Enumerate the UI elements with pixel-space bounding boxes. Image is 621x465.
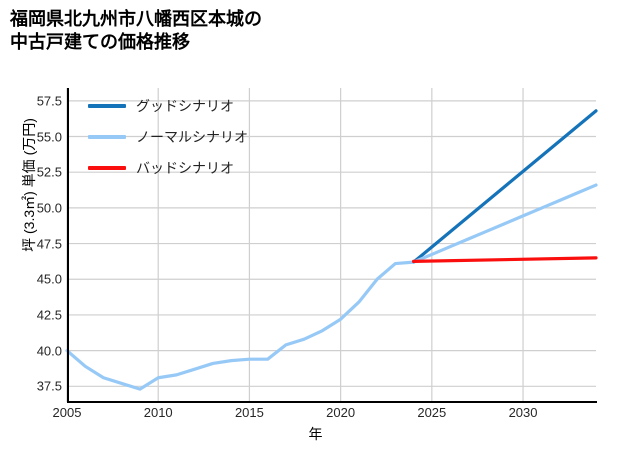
chart-legend: グッドシナリオ ノーマルシナリオ バッドシナリオ [82, 92, 254, 182]
y-tick-label: 47.5 [36, 236, 62, 252]
chart-title: 福岡県北九州市八幡西区本城の 中古戸建ての価格推移 [10, 9, 262, 53]
y-tick-label: 37.5 [36, 378, 62, 394]
y-tick-label: 40.0 [36, 343, 62, 359]
legend-item-good[interactable]: グッドシナリオ [88, 96, 248, 116]
x-axis-line [67, 401, 597, 403]
legend-label-bad: バッドシナリオ [136, 160, 234, 176]
plot-area [67, 88, 596, 402]
y-tick-label: 55.0 [36, 129, 62, 145]
y-tick-label: 57.5 [36, 93, 62, 109]
x-tick-label: 2020 [326, 405, 356, 420]
y-axis-title: 坪 (3.3㎡) 単価 (万円) [21, 118, 37, 252]
legend-item-normal[interactable]: ノーマルシナリオ [88, 127, 248, 147]
y-axis-line [67, 88, 69, 403]
legend-swatch-good [88, 104, 126, 108]
y-tick-label: 52.5 [36, 164, 62, 180]
x-tick-label: 2010 [143, 405, 173, 420]
legend-label-normal: ノーマルシナリオ [136, 129, 248, 145]
x-axis-title: 年 [0, 424, 621, 444]
legend-item-bad[interactable]: バッドシナリオ [88, 158, 248, 178]
x-tick-label: 2015 [234, 405, 264, 420]
y-tick-label: 45.0 [36, 271, 62, 287]
y-tick-label: 50.0 [36, 200, 62, 216]
legend-swatch-bad [88, 166, 126, 170]
y-tick-label: 42.5 [36, 307, 62, 323]
legend-label-good: グッドシナリオ [136, 98, 234, 114]
x-tick-label: 2025 [417, 405, 447, 420]
x-tick-label: 2030 [508, 405, 538, 420]
x-axis-title-text: 年 [308, 426, 323, 442]
x-tick-label: 2005 [52, 405, 82, 420]
legend-swatch-normal [88, 135, 126, 139]
y-tick-labels: 37.5 40.0 42.5 45.0 47.5 50.0 52.5 55.0 57.5 [0, 88, 62, 402]
data-lines [65, 109, 598, 391]
